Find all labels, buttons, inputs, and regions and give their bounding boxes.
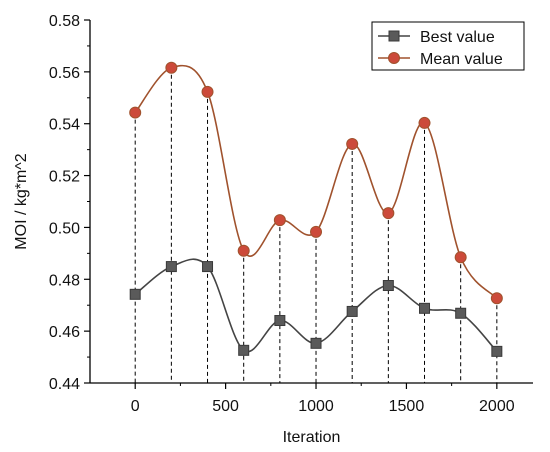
- y-tick-label: 0.50: [49, 220, 80, 237]
- mean-value-marker: [129, 106, 142, 119]
- best-value-marker: [310, 337, 322, 349]
- best-value-marker: [455, 307, 467, 319]
- best-value-legend-label: Best value: [420, 29, 495, 46]
- mean-value-legend-label: Mean value: [420, 51, 503, 68]
- best-value-marker: [202, 261, 214, 273]
- x-axis-label: Iteration: [283, 429, 341, 446]
- x-tick-label: 0: [131, 398, 140, 415]
- best-value-marker: [274, 315, 286, 327]
- mean-value-marker: [490, 292, 503, 305]
- mean-value-marker: [418, 116, 431, 129]
- y-axis-label: MOI / kg*m^2: [13, 153, 30, 250]
- x-tick-label: 2000: [479, 398, 515, 415]
- best-value-marker: [129, 288, 141, 300]
- legend: Best value Mean value: [371, 21, 525, 71]
- mean-value-marker: [201, 85, 214, 98]
- mean-value-marker: [346, 137, 359, 150]
- mean-value-marker: [310, 225, 323, 238]
- x-tick-label: 1000: [298, 398, 334, 415]
- y-tick-label: 0.58: [49, 13, 80, 30]
- y-tick-label: 0.44: [49, 376, 80, 393]
- mean-value-marker: [165, 61, 178, 74]
- axes: 0.44 0.46 0.48 0.50 0.52 0.54 0.56 0.58 0 500 1000…: [49, 13, 533, 415]
- x-tick-label: 500: [212, 398, 239, 415]
- best-value-marker: [346, 305, 358, 317]
- best-value-marker: [382, 280, 394, 292]
- y-tick-label: 0.56: [49, 65, 80, 82]
- y-tick-label: 0.48: [49, 272, 80, 289]
- mean-value-marker: [237, 244, 250, 257]
- mean-value-marker: [454, 251, 467, 264]
- best-value-marker: [491, 345, 503, 357]
- mean-value-legend-marker: [388, 52, 400, 64]
- series-layer: [129, 61, 503, 357]
- mean-value-marker: [382, 207, 395, 220]
- y-tick-label: 0.52: [49, 169, 80, 186]
- mean-value-marker: [273, 214, 286, 227]
- drop-lines: [134, 67, 498, 383]
- x-tick-label: 1500: [389, 398, 425, 415]
- best-value-legend-marker: [388, 30, 400, 42]
- y-tick-label: 0.46: [49, 324, 80, 341]
- best-value-marker: [165, 261, 177, 273]
- best-value-marker: [238, 344, 250, 356]
- y-tick-label: 0.54: [49, 117, 80, 134]
- best-value-marker: [419, 302, 431, 314]
